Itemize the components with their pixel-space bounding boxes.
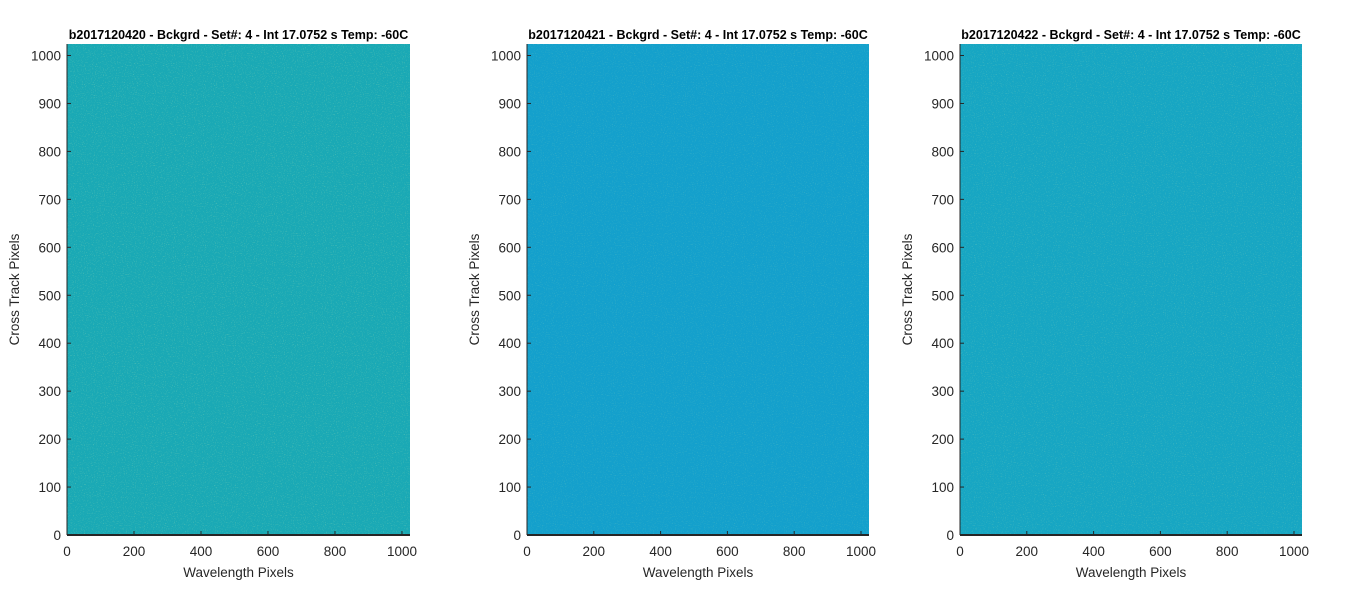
y-tick-label: 900 — [38, 96, 61, 111]
y-tick-label: 200 — [498, 432, 521, 447]
y-tick-label: 700 — [931, 192, 954, 207]
panel-1-y-label: Cross Track Pixels — [7, 233, 22, 345]
x-tick-label: 0 — [956, 544, 964, 559]
panel-2-y-label: Cross Track Pixels — [467, 233, 482, 345]
y-tick-label: 600 — [498, 240, 521, 255]
y-tick-label: 600 — [38, 240, 61, 255]
y-tick-label: 800 — [498, 144, 521, 159]
y-tick-label: 300 — [498, 384, 521, 399]
y-tick-label: 0 — [53, 528, 61, 543]
panel-2-x-ticks: 0 200 400 600 800 1000 — [523, 531, 876, 559]
y-tick-label: 800 — [931, 144, 954, 159]
x-tick-label: 600 — [716, 544, 739, 559]
x-tick-label: 200 — [123, 544, 146, 559]
panel-2: b2017120421 - Bckgrd - Set#: 4 - Int 17.… — [467, 28, 876, 580]
x-tick-label: 400 — [649, 544, 672, 559]
y-tick-label: 500 — [931, 288, 954, 303]
y-tick-label: 200 — [931, 432, 954, 447]
y-tick-label: 400 — [38, 336, 61, 351]
x-tick-label: 200 — [583, 544, 606, 559]
y-tick-label: 0 — [513, 528, 521, 543]
panel-1-x-ticks: 0 200 400 600 800 1000 — [63, 531, 417, 559]
x-tick-label: 600 — [257, 544, 280, 559]
x-tick-label: 600 — [1149, 544, 1172, 559]
y-tick-label: 900 — [931, 96, 954, 111]
y-tick-label: 200 — [38, 432, 61, 447]
panel-1-y-ticks: 0 100 200 300 400 500 600 700 800 900 1000 — [31, 49, 71, 543]
y-tick-label: 400 — [931, 336, 954, 351]
x-tick-label: 0 — [63, 544, 71, 559]
y-tick-label: 800 — [38, 144, 61, 159]
y-tick-label: 100 — [498, 480, 521, 495]
panel-2-x-label: Wavelength Pixels — [643, 565, 754, 580]
panel-1: b2017120420 - Bckgrd - Set#: 4 - Int 17.… — [7, 28, 417, 580]
x-tick-label: 400 — [190, 544, 213, 559]
y-tick-label: 500 — [38, 288, 61, 303]
y-tick-label: 1000 — [31, 49, 61, 64]
x-tick-label: 800 — [1216, 544, 1239, 559]
panel-3-noise — [960, 44, 1302, 535]
y-tick-label: 900 — [498, 96, 521, 111]
x-tick-label: 1000 — [1279, 544, 1309, 559]
panel-3: b2017120422 - Bckgrd - Set#: 4 - Int 17.… — [900, 28, 1309, 580]
panel-3-y-label: Cross Track Pixels — [900, 233, 915, 345]
y-tick-label: 300 — [38, 384, 61, 399]
y-tick-label: 400 — [498, 336, 521, 351]
x-tick-label: 800 — [783, 544, 806, 559]
panel-1-title: b2017120420 - Bckgrd - Set#: 4 - Int 17.… — [69, 28, 409, 42]
y-tick-label: 0 — [946, 528, 954, 543]
y-tick-label: 100 — [38, 480, 61, 495]
x-tick-label: 200 — [1016, 544, 1039, 559]
y-tick-label: 600 — [931, 240, 954, 255]
panel-1-plot — [67, 44, 410, 535]
x-tick-label: 1000 — [846, 544, 876, 559]
y-tick-label: 500 — [498, 288, 521, 303]
panel-2-title: b2017120421 - Bckgrd - Set#: 4 - Int 17.… — [528, 28, 868, 42]
x-tick-label: 1000 — [387, 544, 417, 559]
y-tick-label: 100 — [931, 480, 954, 495]
panel-2-plot — [527, 44, 869, 535]
x-tick-label: 400 — [1082, 544, 1105, 559]
y-tick-label: 1000 — [491, 49, 521, 64]
x-tick-label: 0 — [523, 544, 531, 559]
y-tick-label: 300 — [931, 384, 954, 399]
panel-1-x-label: Wavelength Pixels — [183, 565, 294, 580]
panel-3-x-label: Wavelength Pixels — [1076, 565, 1187, 580]
panel-3-y-ticks: 0 100 200 300 400 500 600 700 800 900 1000 — [924, 49, 964, 543]
panel-2-noise — [527, 44, 869, 535]
y-tick-label: 700 — [38, 192, 61, 207]
y-tick-label: 1000 — [924, 49, 954, 64]
panel-2-y-ticks: 0 100 200 300 400 500 600 700 800 900 1000 — [491, 49, 531, 543]
panel-1-noise — [67, 44, 410, 535]
panel-3-title: b2017120422 - Bckgrd - Set#: 4 - Int 17.… — [961, 28, 1301, 42]
y-tick-label: 700 — [498, 192, 521, 207]
panel-3-x-ticks: 0 200 400 600 800 1000 — [956, 531, 1309, 559]
x-tick-label: 800 — [324, 544, 347, 559]
panel-3-plot — [960, 44, 1302, 535]
